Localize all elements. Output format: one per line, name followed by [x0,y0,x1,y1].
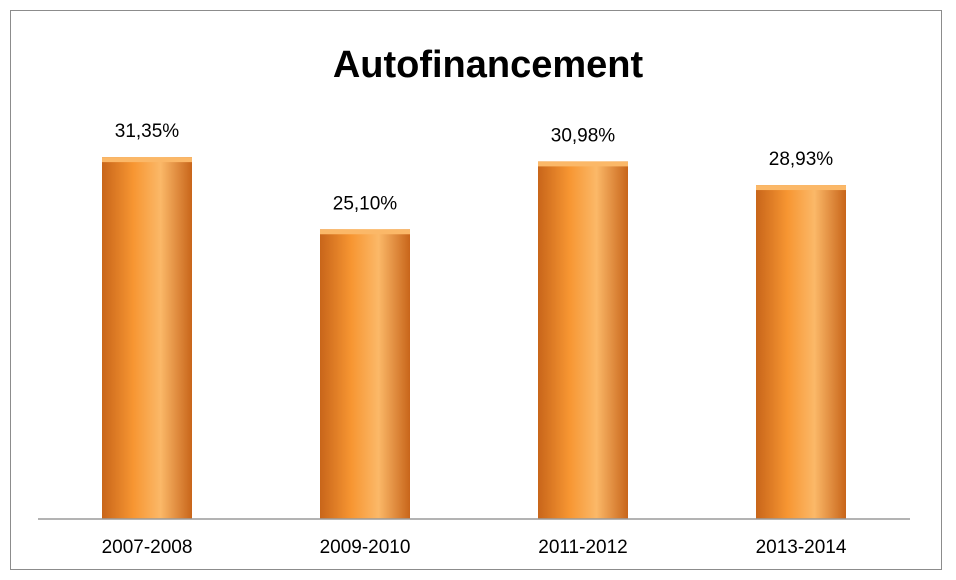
data-label: 28,93% [769,149,834,170]
x-tick-label: 2013-2014 [756,537,847,558]
bar-2013-2014 [756,185,846,520]
bar-top-highlight [102,157,192,163]
bar-top-highlight [756,185,846,191]
bars-group: 31,35% 2007-2008 25,10% 2009-2010 30,98% 2011… [102,121,847,558]
data-label: 30,98% [551,125,616,146]
bar-2011-2012 [538,161,628,519]
bar-top-highlight [538,161,628,167]
x-tick-label: 2009-2010 [320,537,411,558]
data-label: 31,35% [115,121,180,142]
data-label: 25,10% [333,193,398,214]
bar-2009-2010 [320,229,410,519]
chart-title: Autofinancement [333,44,644,86]
bar-top-highlight [320,229,410,235]
x-tick-label: 2011-2012 [538,537,627,558]
bar-2007-2008 [102,157,192,520]
x-tick-label: 2007-2008 [102,537,193,558]
